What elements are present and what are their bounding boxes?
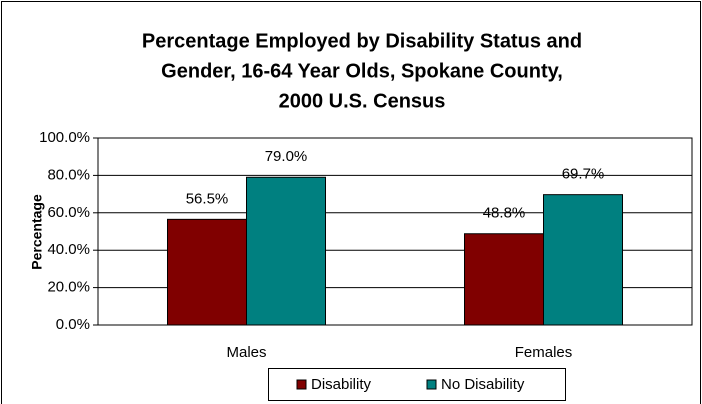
y-tick-label: 60.0% — [47, 204, 90, 221]
legend-label: Disability — [311, 376, 372, 393]
chart-title: Percentage Employed by Disability Status… — [142, 30, 582, 52]
bar — [246, 176, 326, 326]
y-tick-label: 40.0% — [47, 241, 90, 258]
legend-swatch — [296, 379, 307, 390]
y-tick-label: 100.0% — [39, 129, 90, 146]
y-tick-label: 80.0% — [47, 166, 90, 183]
y-tick-label: 20.0% — [47, 279, 90, 296]
data-label: 79.0% — [265, 148, 308, 165]
legend-swatch — [426, 379, 437, 390]
y-tick-label: 0.0% — [56, 316, 90, 333]
data-label: 69.7% — [562, 166, 605, 183]
legend-label: No Disability — [441, 376, 525, 393]
bar — [543, 194, 623, 326]
bar — [167, 218, 247, 326]
bar — [464, 233, 544, 326]
y-axis-label: Percentage — [29, 194, 45, 270]
data-label: 56.5% — [186, 190, 229, 207]
data-label: 48.8% — [483, 205, 526, 222]
x-tick-label: Males — [226, 344, 266, 361]
chart-title: Gender, 16-64 Year Olds, Spokane County, — [161, 60, 563, 82]
legend-box — [268, 368, 566, 401]
chart-title: 2000 U.S. Census — [279, 90, 446, 112]
x-tick-label: Females — [515, 344, 573, 361]
